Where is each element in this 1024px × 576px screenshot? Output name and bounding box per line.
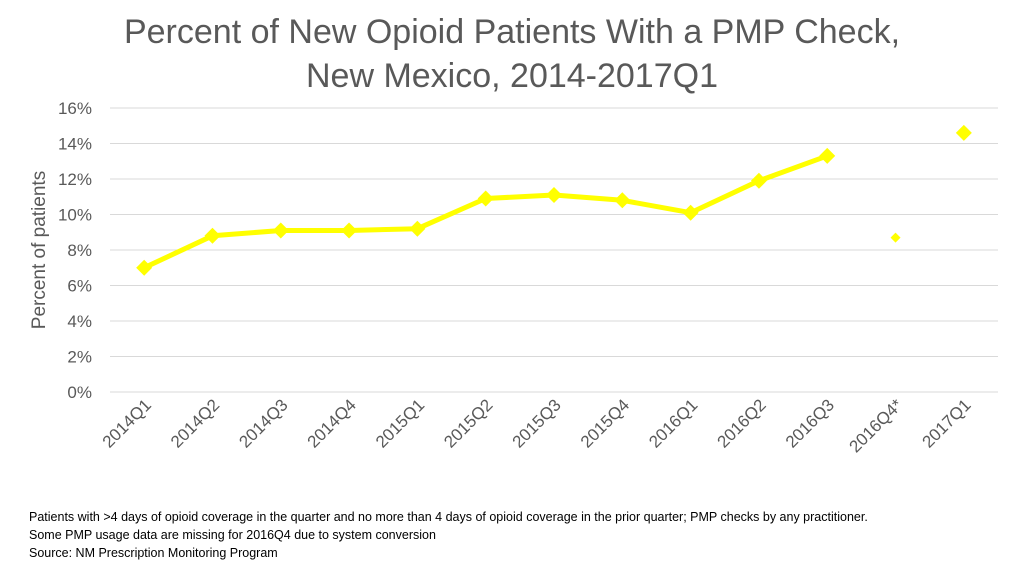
y-tick-label: 8%: [67, 241, 92, 260]
data-point: [750, 172, 767, 189]
line-chart: 0%2%4%6%8%10%12%14%16% 2014Q1 2014Q2 2014Q…: [29, 99, 998, 456]
x-tick-label: 2017Q1: [918, 395, 974, 451]
footnote-missing-data: Some PMP usage data are missing for 2016…: [29, 528, 436, 542]
x-tick-label: 2016Q3: [782, 395, 838, 451]
data-point: [614, 192, 631, 209]
y-tick-label: 4%: [67, 312, 92, 331]
data-point: [546, 186, 562, 203]
data-point: [477, 190, 494, 207]
y-axis-label: Percent of patients: [29, 171, 50, 329]
series-line: [141, 153, 830, 271]
y-tick-label: 6%: [67, 277, 92, 296]
x-tick-label: 2016Q4*: [845, 395, 906, 456]
y-tick-label: 14%: [58, 135, 92, 154]
x-tick-label: 2016Q2: [714, 395, 770, 451]
data-points: [136, 124, 972, 276]
data-point: [819, 147, 836, 164]
x-tick-label: 2014Q3: [235, 395, 291, 451]
x-tick-label: 2015Q1: [372, 395, 428, 451]
y-tick-label: 12%: [58, 170, 92, 189]
chart-title-line-2: New Mexico, 2014-2017Q1: [305, 57, 718, 95]
series-path: [141, 153, 830, 271]
x-tick-label: 2014Q1: [99, 395, 155, 451]
footnote-source: Source: NM Prescription Monitoring Progr…: [29, 546, 278, 560]
data-point: [682, 204, 699, 221]
data-point: [409, 220, 426, 237]
x-tick-label: 2015Q4: [577, 395, 633, 451]
footnote-definition: Patients with >4 days of opioid coverage…: [29, 510, 868, 524]
x-tick-label: 2014Q4: [304, 395, 360, 451]
data-point: [955, 124, 972, 141]
x-tick-label: 2016Q1: [645, 395, 701, 451]
data-point: [890, 232, 901, 243]
data-point: [341, 222, 358, 239]
data-point: [204, 227, 221, 244]
gridlines: [110, 107, 998, 393]
chart-title: Percent of New Opioid Patients With a PM…: [0, 10, 1024, 98]
data-point: [272, 222, 289, 239]
x-tick-label: 2015Q3: [509, 395, 565, 451]
data-point: [136, 259, 153, 276]
y-tick-labels: 0% 2% 4% 6% 8% 10% 12% 14% 16%: [58, 99, 92, 402]
x-tick-label: 2014Q2: [167, 395, 223, 451]
footnotes: Patients with >4 days of opioid coverage…: [29, 508, 868, 562]
y-tick-label: 0%: [67, 383, 92, 402]
x-tick-labels: 2014Q1 2014Q2 2014Q3 2014Q4 2015Q1 2015Q2 2015…: [99, 395, 975, 456]
x-tick-label: 2015Q2: [440, 395, 496, 451]
y-tick-label: 10%: [58, 206, 92, 225]
y-tick-label: 2%: [67, 348, 92, 367]
y-tick-label: 16%: [58, 99, 92, 118]
chart-title-line-1: Percent of New Opioid Patients With a PM…: [123, 13, 901, 51]
